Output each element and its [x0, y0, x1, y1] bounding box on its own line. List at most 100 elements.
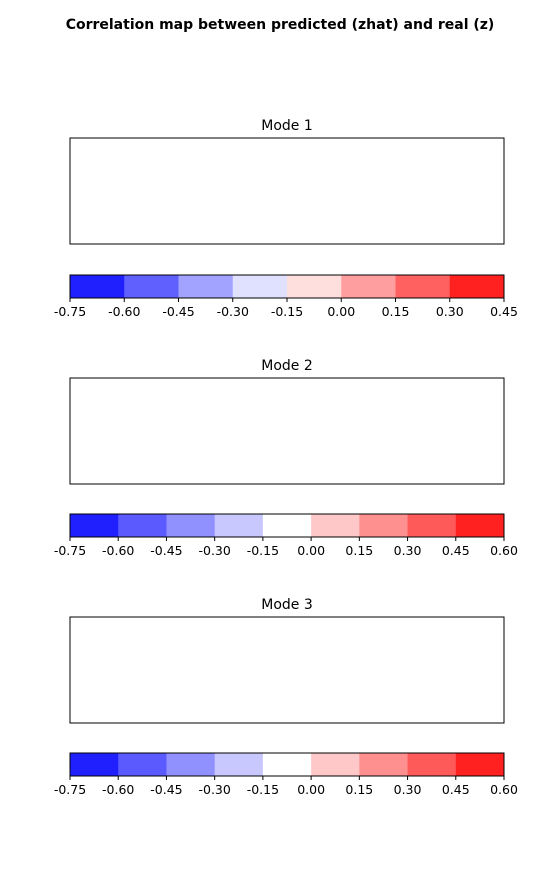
contour-region — [280, 463, 410, 484]
panel-mode-3: Mode 3 -0.75 -0.60 -0.45 -0.30 -0.15 0.00 0.15 0… — [54, 597, 518, 797]
coastline — [482, 138, 504, 150]
colorbar-segment — [449, 275, 505, 298]
colorbar-tick-label: 0.15 — [345, 543, 373, 558]
correlation-map — [70, 378, 504, 484]
colorbar-tick-label: 0.00 — [297, 543, 325, 558]
colorbar-segment — [166, 753, 216, 776]
colorbar-segment — [70, 753, 119, 776]
colorbar-segment — [395, 275, 451, 298]
sea-mask — [482, 378, 504, 390]
contour-region — [90, 692, 250, 723]
colorbar-segment — [214, 753, 264, 776]
colorbar-tick-label: -0.60 — [102, 543, 134, 558]
colorbar-tick-label: -0.15 — [271, 304, 303, 319]
panel-title: Mode 2 — [261, 358, 313, 374]
colorbar-tick-label: -0.30 — [217, 304, 249, 319]
map-frame — [69, 137, 505, 245]
colorbar-frame — [69, 752, 505, 777]
sea-mask — [70, 378, 442, 450]
colorbar-tick-label: -0.30 — [198, 782, 230, 797]
correlation-map — [70, 617, 504, 723]
panel-title: Mode 1 — [261, 118, 313, 134]
colorbar-segment — [232, 275, 288, 298]
map-frame — [69, 616, 505, 724]
colorbar-segment — [166, 514, 216, 537]
colorbar-tick-label: 0.45 — [490, 304, 518, 319]
colorbar-segment — [262, 514, 312, 537]
coastline — [482, 378, 504, 390]
contour-region — [220, 166, 504, 244]
colorbar-tick-label: 0.30 — [394, 543, 422, 558]
colorbar-segment — [70, 275, 125, 298]
colorbar-tick-label: 0.30 — [394, 782, 422, 797]
colorbar-tick-label: -0.15 — [247, 782, 279, 797]
correlation-map — [70, 138, 504, 244]
colorbar: -0.75 -0.60 -0.45 -0.30 -0.15 0.00 0.15 0.30 0.4… — [54, 752, 518, 797]
coastline — [482, 617, 504, 629]
colorbar-tick-label: 0.30 — [436, 304, 464, 319]
panel-mode-2: Mode 2 -0.75 -0.60 -0.45 -0.30 -0.15 0.00 0.15 0… — [54, 358, 518, 558]
colorbar-tick-label: -0.45 — [162, 304, 194, 319]
sea-mask — [482, 138, 504, 150]
panel-mode-1: Mode 1 -0.75 -0.60 -0.45 -0.30 -0.15 0.00 0.15 0… — [54, 118, 518, 319]
contour-region — [174, 389, 504, 433]
colorbar-segment — [214, 514, 264, 537]
colorbar-frame — [69, 513, 505, 538]
colorbar-tick-label: -0.75 — [54, 782, 86, 797]
colorbar-segment — [455, 514, 505, 537]
panel-title: Mode 3 — [261, 597, 313, 613]
contour-region — [70, 426, 504, 484]
colorbar-tick-label: -0.75 — [54, 304, 86, 319]
colorbar-tick-label: 0.00 — [327, 304, 355, 319]
map-background — [70, 617, 504, 723]
map-background — [70, 138, 504, 244]
colorbar-segment — [287, 275, 342, 298]
map-background — [70, 378, 504, 484]
sea-mask — [70, 138, 442, 210]
colorbar-segment — [311, 514, 360, 537]
colorbar-segment — [118, 514, 167, 537]
coastline — [70, 138, 442, 210]
colorbar-tick-label: -0.15 — [247, 543, 279, 558]
colorbar-tick-label: 0.15 — [382, 304, 410, 319]
colorbar-segment — [311, 753, 360, 776]
colorbar-tick-label: -0.60 — [108, 304, 140, 319]
colorbar-segment — [178, 275, 234, 298]
colorbar-segment — [455, 753, 505, 776]
figure-suptitle: Correlation map between predicted (zhat)… — [66, 17, 495, 33]
colorbar-segment — [407, 514, 457, 537]
colorbar: -0.75 -0.60 -0.45 -0.30 -0.15 0.00 0.15 0.30 0.4… — [54, 513, 518, 558]
coastline — [70, 617, 442, 689]
sea-mask — [482, 617, 504, 629]
colorbar-tick-label: -0.30 — [198, 543, 230, 558]
contour-region — [110, 199, 162, 244]
colorbar-segment — [70, 514, 119, 537]
colorbar-segment — [262, 753, 312, 776]
contour-region — [166, 152, 504, 244]
contour-region — [180, 229, 350, 244]
colorbar-segment — [359, 514, 409, 537]
colorbar-tick-label: -0.45 — [150, 782, 182, 797]
colorbar-tick-label: 0.45 — [442, 543, 470, 558]
sea-mask — [70, 617, 442, 689]
contour-region — [166, 638, 435, 723]
colorbar-tick-label: 0.60 — [490, 543, 518, 558]
colorbar-tick-label: -0.45 — [150, 543, 182, 558]
colorbar-tick-label: 0.45 — [442, 782, 470, 797]
colorbar-tick-label: 0.60 — [490, 782, 518, 797]
colorbar-segment — [124, 275, 179, 298]
colorbar-tick-label: -0.60 — [102, 782, 134, 797]
colorbar-tick-label: 0.00 — [297, 782, 325, 797]
colorbar-segment — [407, 753, 457, 776]
colorbar: -0.75 -0.60 -0.45 -0.30 -0.15 0.00 0.15 0.30 0.4… — [54, 274, 518, 319]
map-frame — [69, 377, 505, 485]
colorbar-tick-label: -0.75 — [54, 543, 86, 558]
colorbar-segment — [118, 753, 167, 776]
contour-region — [70, 671, 270, 723]
contour-region — [400, 624, 504, 689]
coastline — [70, 378, 442, 450]
contour-region — [70, 192, 194, 244]
colorbar-segment — [341, 275, 396, 298]
colorbar-segment — [359, 753, 409, 776]
